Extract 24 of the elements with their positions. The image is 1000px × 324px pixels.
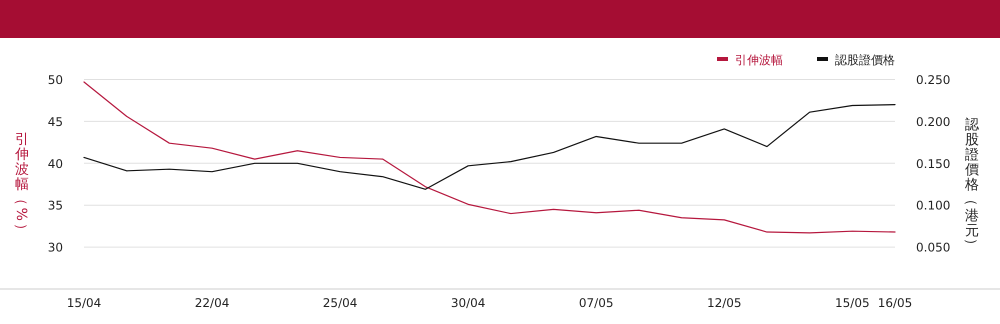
x-tick-label: 15/04 [66, 296, 102, 310]
y-tick-label: 35 [48, 198, 63, 213]
y-tick-label: 50 [48, 73, 63, 87]
legend-label: 認股證價格 [835, 53, 895, 67]
x-tick-label: 30/04 [450, 296, 486, 310]
line-series [83, 104, 896, 190]
x-tick-label: 16/05 [878, 296, 912, 310]
x-tick-label: 15/05 [835, 296, 870, 310]
legend-label: 引伸波幅 [735, 53, 783, 67]
x-tick-label: 25/04 [322, 296, 358, 310]
y-tick-label: 30 [48, 240, 63, 255]
x-tick-label: 12/05 [706, 296, 742, 310]
x-tick-label: 22/04 [194, 296, 230, 310]
y2-tick-label: 0.100 [916, 198, 950, 213]
y2-tick-label: 0.150 [916, 156, 950, 171]
y2-tick-label: 0.050 [916, 240, 950, 255]
y2-tick-label: 0.200 [916, 114, 950, 129]
y-tick-label: 45 [48, 114, 63, 129]
y2-tick-label: 0.250 [916, 73, 950, 87]
x-tick-label: 07/05 [578, 296, 614, 310]
text: 認股證價格（港元） [963, 116, 979, 252]
y-tick-label: 40 [48, 156, 63, 171]
y-axis-title: 引伸波幅（%） [13, 132, 29, 237]
line-series [83, 81, 896, 234]
